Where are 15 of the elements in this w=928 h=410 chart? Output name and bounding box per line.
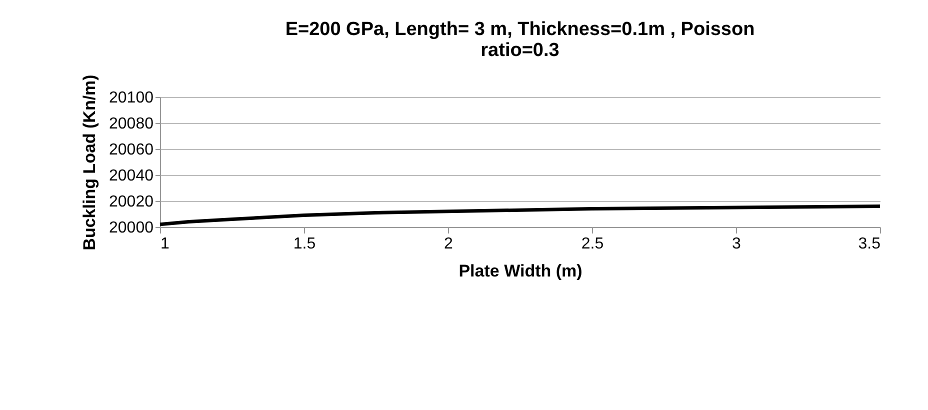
x-tick-label: 2 (444, 236, 454, 252)
chart-title: E=200 GPa, Length= 3 m, Thickness=0.1m , Poisson ratio=0.3 (285, 19, 755, 62)
x-axis-title: Plate Width (m) (458, 262, 582, 280)
y-tick-label: 20060 (109, 142, 154, 158)
y-axis-title: Buckling Load (Kn/m) (80, 74, 100, 250)
x-tick-label: 3 (732, 236, 742, 252)
y-tick-label: 20040 (109, 168, 154, 184)
y-tick-label: 20080 (109, 116, 154, 132)
y-tick-label: 20100 (109, 90, 154, 106)
x-tick-label: 1 (160, 236, 170, 252)
x-tick-label: 1.5 (293, 236, 316, 252)
x-tick-label: 2.5 (581, 236, 604, 252)
y-tick-label: 20020 (109, 194, 154, 210)
y-tick-label: 20000 (109, 220, 154, 236)
x-tick-label: 3.5 (858, 236, 881, 252)
